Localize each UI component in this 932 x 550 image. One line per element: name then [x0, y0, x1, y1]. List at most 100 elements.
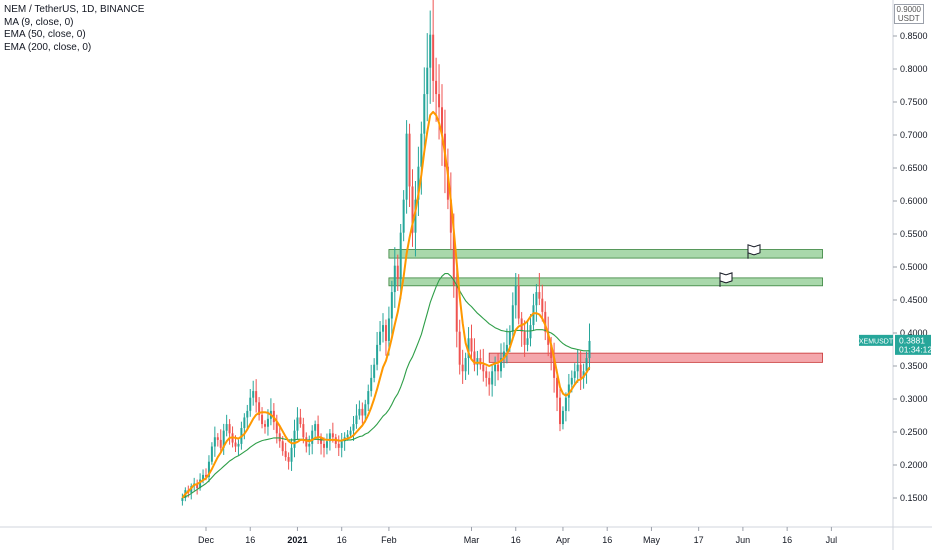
candle-body [576, 364, 579, 372]
candle-body [556, 377, 559, 398]
y-tick-label: 0.8500 [900, 31, 928, 41]
candle-body [553, 358, 556, 378]
candle-body [228, 424, 231, 434]
candle-body [494, 364, 497, 372]
candle-body [561, 410, 564, 425]
candle-body [485, 371, 488, 378]
y-tick-label: 0.5000 [900, 262, 928, 272]
candle-body [505, 344, 508, 352]
candle-body [243, 417, 246, 429]
candle-body [458, 331, 461, 365]
candle-body [287, 457, 290, 462]
indicator-ema200[interactable]: EMA (200, close, 0) [4, 41, 92, 53]
candle-body [367, 391, 370, 405]
candle-body [470, 338, 473, 352]
currency-badge[interactable]: 0.9000 USDT [893, 4, 924, 24]
candle-body [588, 340, 591, 359]
candle-body [275, 422, 278, 434]
candle-body [479, 358, 482, 365]
ema50-line [182, 273, 590, 499]
candle-body [567, 384, 570, 398]
candle-body [532, 305, 535, 326]
candle-body [337, 443, 340, 448]
candle-body [213, 437, 216, 447]
candle-body [423, 94, 426, 134]
price-value-badge [895, 334, 931, 355]
candle-body [219, 439, 222, 448]
candle-body [207, 461, 210, 477]
candle-body [358, 408, 361, 416]
candle-body [246, 410, 249, 418]
price-value-text: 0.3881 [899, 335, 925, 345]
currency-top-price: 0.9000 [896, 5, 921, 14]
zone-resistance-upper [388, 249, 823, 259]
candle-body [379, 331, 382, 345]
candle-body [370, 377, 373, 392]
candle-body [352, 424, 355, 431]
y-tick-label: 0.6500 [900, 163, 928, 173]
candle-body [529, 325, 532, 339]
candle-body [258, 402, 261, 415]
candle-body [570, 377, 573, 385]
candle-body [278, 433, 281, 442]
x-axis-ticks[interactable]: Dec 16 2021 16 Feb Mar 16 Apr 16 May 17 Jun 16 Jul [198, 527, 837, 545]
candle-body [355, 415, 358, 425]
candle-body [467, 338, 470, 359]
candle-body [405, 133, 408, 200]
candle-body [364, 404, 367, 416]
candle-body [255, 391, 258, 403]
candle-body [411, 186, 414, 233]
y-tick-label: 0.3500 [900, 361, 928, 371]
candle-body [311, 430, 314, 444]
x-tick-label: 16 [782, 535, 792, 545]
x-tick-label: 16 [245, 535, 255, 545]
zone-resistance-lower [388, 277, 823, 287]
y-tick-label: 0.2500 [900, 427, 928, 437]
x-tick-label: Feb [381, 535, 397, 545]
candle-body [202, 474, 205, 480]
candle-body [296, 417, 299, 431]
candle-body [393, 265, 396, 293]
candle-body [449, 199, 452, 233]
y-tick-label: 0.5500 [900, 229, 928, 239]
y-tick-label: 0.1500 [900, 493, 928, 503]
candle-body [582, 371, 585, 378]
y-tick-label: 0.4000 [900, 328, 928, 338]
candle-body [511, 305, 514, 332]
candle-body [502, 351, 505, 359]
price-symbol-text: XEMUSDT [859, 338, 894, 345]
x-tick-label: Dec [198, 535, 215, 545]
zone-support [488, 352, 823, 363]
candle-body [196, 483, 199, 489]
candle-body [210, 446, 213, 462]
price-countdown-text: 01:34:12 [899, 344, 932, 354]
candle-body [302, 424, 305, 438]
x-tick-label: 2021 [287, 535, 307, 545]
candle-body [535, 292, 538, 306]
candle-body [376, 344, 379, 365]
candle-body [328, 433, 331, 442]
candle-body [497, 364, 500, 372]
candle-body [482, 364, 485, 372]
candle-body [181, 498, 184, 501]
symbol-title[interactable]: NEM / TetherUS, 1D, BINANCE [4, 4, 145, 15]
candle-body [237, 443, 240, 447]
candle-body [323, 443, 325, 448]
ma9-line [181, 110, 591, 499]
candle-body [426, 67, 429, 95]
y-axis-ticks[interactable]: 0.1500 0.2000 0.2500 0.3000 0.3500 0.4000 0.45… [893, 31, 928, 503]
indicator-ema50[interactable]: EMA (50, close, 0) [4, 29, 86, 40]
candle-body [387, 318, 390, 341]
candle-body [464, 358, 467, 372]
candles-layer [181, 0, 591, 506]
x-tick-label: 16 [337, 535, 347, 545]
candle-body [261, 414, 264, 425]
indicator-ma9[interactable]: MA (9, close, 0) [4, 16, 74, 28]
candle-body [284, 451, 287, 458]
candle-body [346, 434, 349, 438]
candle-body [432, 34, 435, 81]
candle-body [491, 371, 494, 385]
currency-unit: USDT [897, 14, 920, 23]
